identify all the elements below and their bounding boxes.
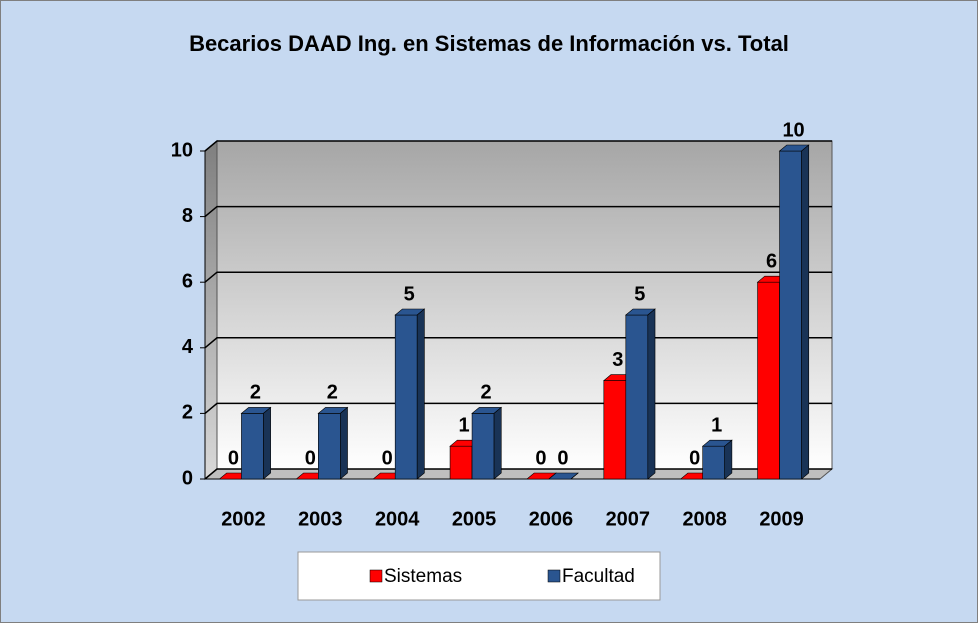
bar (471, 406, 503, 480)
bar-front (757, 281, 780, 480)
x-tick-label: 2008 (682, 508, 727, 530)
x-tick-label: 2005 (452, 508, 497, 530)
legend-swatch (547, 569, 561, 583)
data-label: 5 (634, 283, 645, 305)
bar (394, 308, 426, 480)
bar-front (603, 380, 627, 480)
bar-front (471, 413, 495, 480)
bar-side (263, 406, 271, 480)
bar-side (416, 308, 425, 480)
y-tick-label: 10 (171, 139, 193, 161)
bar-front (318, 413, 341, 480)
data-label: 3 (612, 349, 623, 371)
bar-front (625, 314, 649, 480)
data-label: 5 (404, 283, 415, 305)
bar-front (702, 445, 725, 480)
legend-swatch (369, 569, 383, 583)
bar (624, 308, 656, 480)
bar-side (647, 308, 656, 480)
x-tick-label: 2007 (606, 508, 651, 530)
x-tick-label: 2009 (759, 508, 804, 530)
bar (317, 406, 349, 480)
bar (548, 472, 579, 480)
bar-front (449, 445, 473, 480)
data-label: 0 (228, 447, 239, 469)
bar-side (493, 406, 502, 480)
data-label: 10 (782, 119, 804, 141)
bar (701, 439, 733, 480)
y-tick-label: 8 (182, 205, 193, 227)
data-label: 2 (250, 382, 261, 404)
bar-front (394, 314, 418, 480)
data-label: 6 (766, 250, 777, 272)
legend (297, 551, 661, 601)
y-tick-label: 2 (182, 402, 193, 424)
bar-side (340, 406, 348, 480)
legend-label: Sistemas (384, 566, 462, 587)
x-tick-label: 2002 (221, 508, 266, 530)
y-tick-label: 4 (182, 336, 194, 358)
bar-front (241, 413, 264, 480)
x-tick-label: 2003 (298, 508, 343, 530)
bar-front (779, 150, 802, 480)
bar (778, 144, 810, 480)
data-label: 0 (305, 447, 316, 469)
grid-line (204, 140, 832, 152)
data-label: 1 (459, 414, 470, 436)
data-label: 1 (711, 414, 722, 436)
data-label: 2 (327, 382, 338, 404)
data-label: 0 (557, 447, 568, 469)
bar-side (724, 439, 733, 480)
legend-label: Facultad (562, 566, 635, 587)
back-wall (216, 140, 833, 470)
bar-side (570, 472, 579, 480)
x-tick-label: 2004 (375, 508, 420, 530)
y-tick-label: 6 (182, 270, 193, 292)
bar (240, 406, 272, 480)
x-tick-label: 2006 (529, 508, 574, 530)
data-label: 2 (481, 382, 492, 404)
grid-line (204, 271, 832, 283)
bar-side (801, 144, 810, 480)
data-label: 0 (382, 447, 393, 469)
data-label: 0 (689, 447, 700, 469)
chart-title: Becarios DAAD Ing. en Sistemas de Inform… (189, 31, 789, 56)
side-wall (204, 139, 218, 481)
data-label: 0 (535, 447, 546, 469)
y-tick-label: 0 (182, 467, 193, 489)
grid-line (204, 205, 832, 218)
